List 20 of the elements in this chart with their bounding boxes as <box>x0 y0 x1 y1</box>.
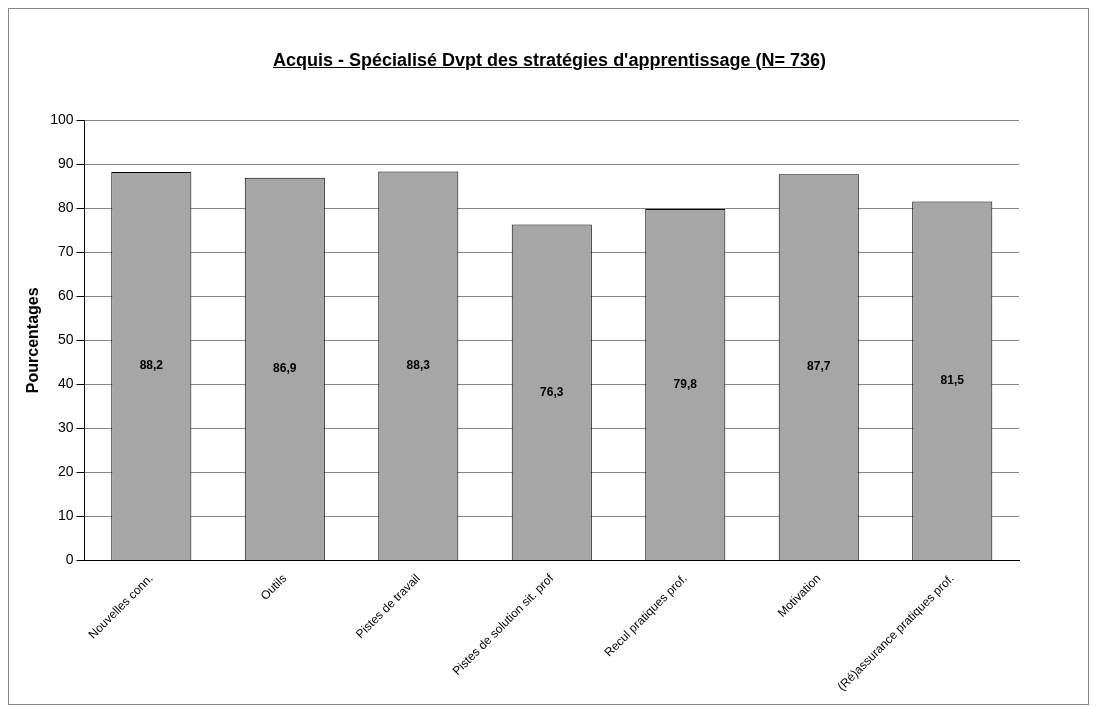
data-label: 88,3 <box>406 358 431 373</box>
y-axis-title: Pourcentages <box>24 287 42 394</box>
y-tick-label: 30 <box>57 419 74 436</box>
data-label: 88,2 <box>139 358 164 373</box>
data-label: 87,7 <box>807 359 831 374</box>
data-label: 81,5 <box>940 373 965 388</box>
y-tick-label: 10 <box>57 507 74 524</box>
y-tick-label: 0 <box>65 551 74 568</box>
y-tick-label: 20 <box>57 463 74 480</box>
y-tick-label: 50 <box>57 331 74 348</box>
y-tick-label: 60 <box>57 287 74 304</box>
y-tick-label: 40 <box>57 375 74 392</box>
data-label: 76,3 <box>540 384 564 399</box>
data-label: 79,8 <box>673 376 698 391</box>
y-tick-label: 80 <box>57 198 74 215</box>
y-tick-label: 100 <box>50 110 74 127</box>
y-tick-label: 70 <box>57 243 74 260</box>
chart-title: Acquis - Spécialisé Dvpt des stratégies d'apprentissage (N= 736) <box>272 50 827 71</box>
data-label: 86,9 <box>273 361 297 376</box>
y-tick-label: 90 <box>57 154 74 171</box>
